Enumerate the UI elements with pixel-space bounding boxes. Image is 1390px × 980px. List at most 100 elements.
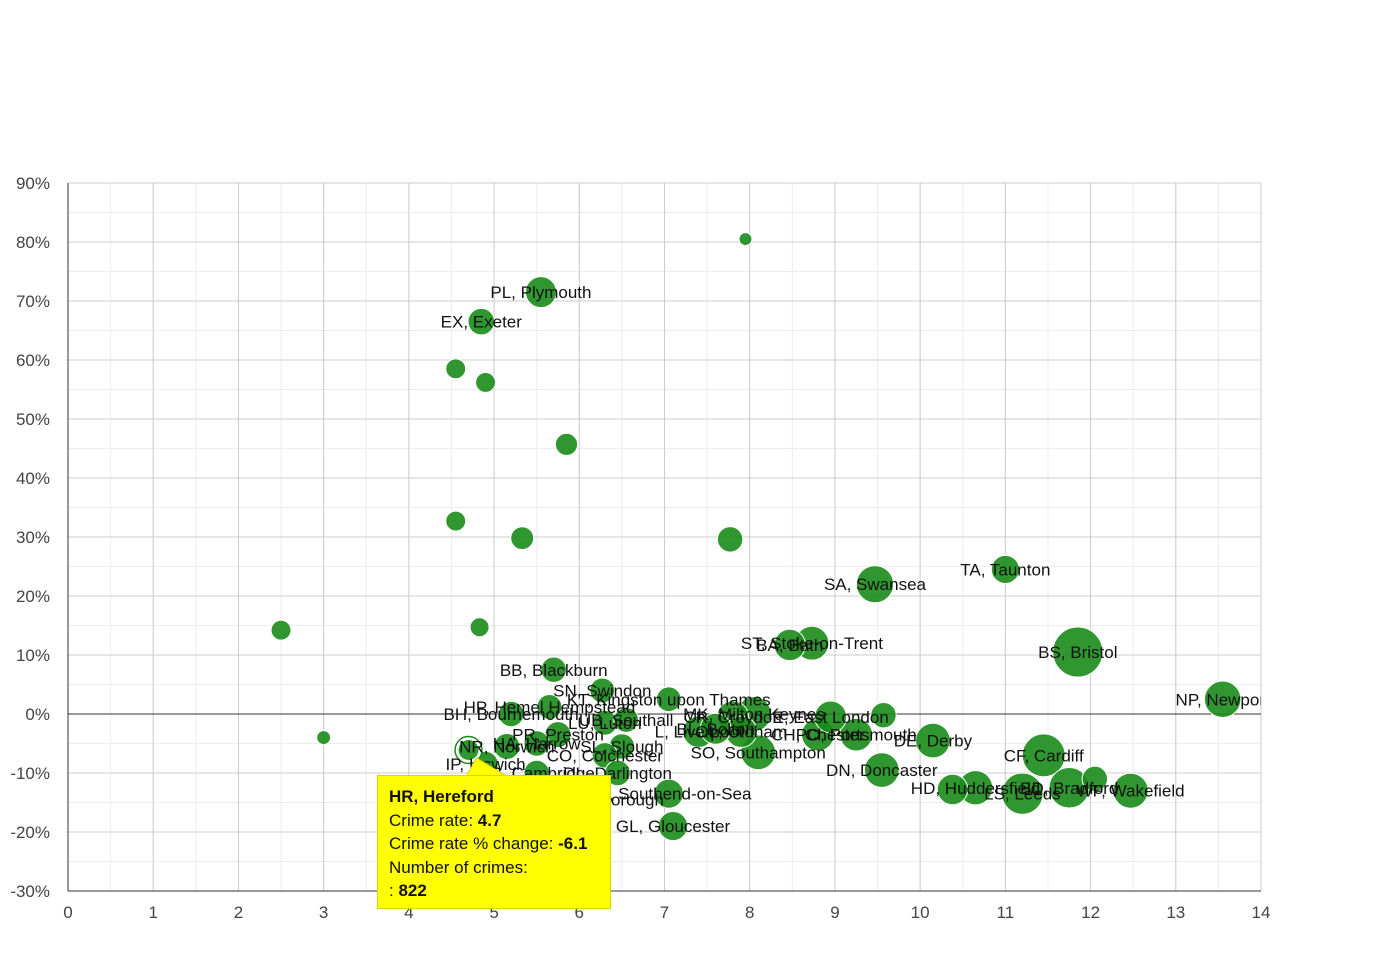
bubble-point[interactable] bbox=[469, 617, 490, 638]
bubble-label: NP, Newport bbox=[1176, 690, 1270, 709]
bubble-point[interactable] bbox=[655, 686, 682, 713]
bubble-label: SO, Southampton bbox=[691, 743, 826, 762]
bubble-point[interactable] bbox=[475, 371, 497, 393]
tooltip-rate-value: 4.7 bbox=[477, 810, 502, 830]
tooltip-crimes-prefix: : bbox=[389, 881, 399, 900]
x-tick-label: 8 bbox=[745, 903, 754, 922]
y-tick-label: 40% bbox=[16, 469, 50, 488]
bubble-point[interactable] bbox=[510, 526, 535, 551]
bubble-label: SS, Southend-on-Sea bbox=[586, 785, 752, 804]
x-tick-label: 14 bbox=[1252, 903, 1271, 922]
bubble-point[interactable] bbox=[540, 656, 567, 683]
bubble-label: ST, Stoke-on-Trent bbox=[741, 634, 883, 653]
y-tick-label: -30% bbox=[10, 882, 50, 901]
bubble-point[interactable] bbox=[839, 717, 874, 752]
bubble-point[interactable] bbox=[270, 619, 292, 641]
bubble-point[interactable] bbox=[445, 510, 467, 532]
bubble-label: PR, Preston bbox=[512, 726, 604, 745]
x-tick-label: 0 bbox=[63, 903, 72, 922]
bubble-label: BA, Bath bbox=[756, 636, 823, 655]
bubble-point[interactable] bbox=[467, 307, 496, 336]
bubble-point[interactable] bbox=[316, 730, 332, 746]
y-tick-label: 20% bbox=[16, 587, 50, 606]
bubble-point[interactable] bbox=[604, 759, 631, 787]
bubble-label: EX, Exeter bbox=[441, 313, 523, 332]
bubble-point[interactable] bbox=[773, 628, 806, 662]
bubble-point[interactable] bbox=[536, 693, 563, 720]
bubble-label: E, East London bbox=[773, 708, 889, 727]
bubble-point[interactable] bbox=[738, 232, 753, 247]
y-tick-label: 70% bbox=[16, 292, 50, 311]
bubble-point[interactable] bbox=[613, 706, 640, 733]
bubble-point[interactable] bbox=[716, 526, 744, 553]
bubble-point[interactable] bbox=[915, 722, 951, 759]
bubble-label: BB, Blackburn bbox=[500, 661, 608, 680]
y-tick-label: 90% bbox=[16, 174, 50, 193]
x-tick-label: 12 bbox=[1081, 903, 1100, 922]
x-tick-label: 11 bbox=[997, 903, 1015, 922]
bubble-point[interactable] bbox=[855, 565, 895, 604]
bubble-point[interactable] bbox=[1021, 733, 1066, 778]
bubble-label: BD, Bradford bbox=[1020, 779, 1118, 798]
bubble-point[interactable] bbox=[457, 739, 480, 761]
bubble-label: OL, Oldham bbox=[695, 723, 787, 742]
bubble-label: WF, Wakefield bbox=[1077, 782, 1185, 801]
bubble-point[interactable] bbox=[524, 276, 557, 309]
bubble-point[interactable] bbox=[554, 432, 579, 456]
bubble-point[interactable] bbox=[1052, 626, 1104, 678]
bubble-label: PO, Portsmouth bbox=[796, 726, 917, 745]
bubble-point[interactable] bbox=[1112, 772, 1149, 809]
bubble-point[interactable] bbox=[699, 712, 732, 745]
bubble-point[interactable] bbox=[1081, 765, 1109, 793]
x-tick-label: 1 bbox=[148, 903, 157, 922]
x-tick-label: 5 bbox=[489, 903, 498, 922]
bubble-label: HP, Hemel Hempstead bbox=[464, 698, 636, 717]
bubble-label: SL, Slough bbox=[580, 737, 663, 756]
bubble-point[interactable] bbox=[1203, 680, 1242, 718]
tooltip-title: HR, Hereford bbox=[389, 787, 494, 806]
bubble-point[interactable] bbox=[1001, 772, 1044, 815]
x-tick-label: 13 bbox=[1166, 903, 1185, 922]
y-tick-label: 50% bbox=[16, 410, 50, 429]
bubble-label: CO, Colchester bbox=[547, 746, 664, 765]
x-tick-label: 10 bbox=[911, 903, 930, 922]
bubble-point[interactable] bbox=[657, 811, 689, 842]
bubble-label: NR, Norwich bbox=[459, 737, 554, 756]
bubble-label: SA, Swansea bbox=[824, 575, 927, 594]
bubble-point[interactable] bbox=[523, 730, 550, 757]
bubble-point[interactable] bbox=[497, 700, 525, 728]
y-tick-label: 60% bbox=[16, 351, 50, 370]
tick-labels: 0 1 2 3 4 5 6 7 8 9 10 11 12 13 14-30%-20%-10%0%10%20%… bbox=[10, 174, 1270, 922]
bubble-point[interactable] bbox=[814, 700, 848, 734]
bubble-label: HD, Huddersfield bbox=[911, 779, 1040, 798]
bubble-label: L, Liverpool bbox=[655, 723, 743, 742]
bubble-label: DE, Derby bbox=[894, 732, 973, 751]
bubble-point[interactable] bbox=[870, 701, 897, 729]
y-tick-label: 10% bbox=[16, 646, 50, 665]
bubble-point[interactable] bbox=[936, 773, 969, 806]
x-tick-label: 4 bbox=[404, 903, 413, 922]
bubble-label: BH, Bournemouth bbox=[444, 705, 579, 724]
tooltip-crimes-value: 822 bbox=[398, 881, 427, 900]
x-tick-label: 6 bbox=[575, 903, 584, 922]
tooltip: HR, Hereford Crime rate: 4.7 Crime rate … bbox=[377, 775, 611, 909]
axes bbox=[67, 183, 1261, 892]
x-tick-label: 3 bbox=[319, 903, 328, 922]
bubble-point[interactable] bbox=[589, 677, 616, 704]
y-tick-label: -20% bbox=[10, 823, 50, 842]
bubble-label: LS, Leeds bbox=[984, 785, 1061, 804]
tooltip-change-value: -6.1 bbox=[558, 834, 588, 853]
tooltip-crimes-label: Number of crimes: bbox=[389, 857, 528, 877]
bubble-point[interactable] bbox=[863, 752, 900, 788]
bubble-label: LU, Luton bbox=[568, 714, 642, 733]
bubble-point[interactable] bbox=[653, 778, 684, 809]
bubble-point[interactable] bbox=[990, 554, 1020, 585]
y-tick-label: 30% bbox=[16, 528, 50, 547]
bubble-point[interactable] bbox=[445, 358, 467, 380]
bubble-label: SN, Swindon bbox=[553, 681, 651, 700]
bubble-label: BL, Bolton bbox=[676, 720, 754, 739]
bubble-label: GL, Gloucester bbox=[616, 817, 731, 836]
bubble-point[interactable] bbox=[493, 732, 521, 760]
bubble-label: MK, Milton Keynes bbox=[683, 705, 825, 724]
